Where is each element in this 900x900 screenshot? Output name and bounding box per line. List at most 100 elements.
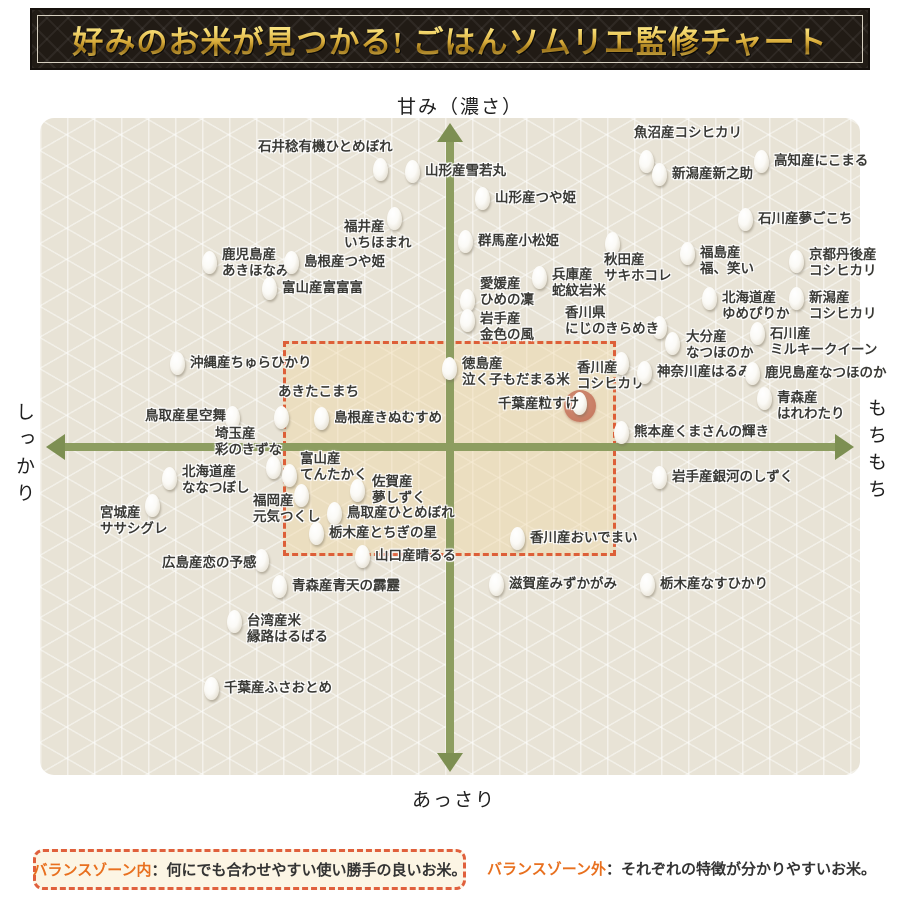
- rice-grain-icon: [652, 316, 667, 339]
- rice-label: 鳥取産星空舞: [145, 408, 226, 423]
- rice-label: あきたこまち: [278, 384, 359, 399]
- rice-grain-icon: [510, 527, 525, 550]
- rice-grain-icon: [750, 322, 765, 345]
- rice-grain-icon: [350, 479, 365, 502]
- rice-grain-icon: [170, 352, 185, 375]
- rice-label: 千葉産ふさおとめ: [224, 680, 332, 695]
- rice-label: 富山産富富富: [282, 280, 363, 295]
- page-title: 好みのお米が見つかる! ごはんソムリエ監修チャート: [72, 17, 827, 62]
- rice-grain-icon: [458, 230, 473, 253]
- rice-grain-icon: [702, 287, 717, 310]
- rice-grain-icon: [442, 357, 457, 380]
- rice-label: 福井産 いちほまれ: [344, 219, 412, 250]
- rice-grain-icon: [460, 289, 475, 312]
- rice-label: 岩手産銀河のしずく: [672, 469, 794, 484]
- rice-label: 青森産 はれわたり: [777, 390, 845, 421]
- rice-label: 徳島産 泣く子もだまる米: [462, 356, 570, 387]
- rice-grain-icon: [680, 242, 695, 265]
- rice-label: 広島産恋の予感: [162, 555, 257, 570]
- rice-label: 鹿児島産なつほのか: [765, 365, 887, 380]
- rice-label: 台湾産米 縁路はるばる: [247, 613, 328, 644]
- rice-grain-icon: [227, 610, 242, 633]
- rice-label: 魚沼産コシヒカリ: [634, 125, 742, 140]
- rice-grain-icon: [605, 232, 620, 255]
- rice-grain-icon: [572, 392, 587, 415]
- rice-label: 兵庫産 蛇紋岩米: [552, 267, 606, 298]
- rice-label: 石川産 ミルキークイーン: [770, 326, 878, 357]
- rice-grain-icon: [373, 158, 388, 181]
- axis-label-left: しっかり: [13, 402, 34, 510]
- rice-grain-icon: [614, 421, 629, 444]
- rice-grain-icon: [757, 387, 772, 410]
- rice-label: 福島産 福、笑い: [700, 245, 754, 276]
- horizontal-axis: [58, 443, 842, 451]
- rice-grain-icon: [745, 362, 760, 385]
- legend-balance-zone-outside: バランスゾーン外：それぞれの特徴が分かりやすいお米。: [487, 858, 876, 879]
- rice-grain-icon: [614, 352, 629, 375]
- legend-outside-label: バランスゾーン外: [487, 861, 606, 878]
- rice-label: 秋田産 サキホコレ: [604, 252, 672, 283]
- rice-grain-icon: [489, 573, 504, 596]
- rice-label: 島根産きぬむすめ: [334, 410, 442, 425]
- title-banner: 好みのお米が見つかる! ごはんソムリエ監修チャート: [30, 8, 870, 70]
- arrow-up-icon: [437, 123, 463, 142]
- rice-grain-icon: [789, 287, 804, 310]
- rice-grain-icon: [282, 464, 297, 487]
- rice-grain-icon: [738, 208, 753, 231]
- rice-grain-icon: [309, 522, 324, 545]
- rice-label: 栃木産とちぎの星: [329, 525, 437, 540]
- rice-grain-icon: [254, 549, 269, 572]
- legend-outside-text: ：それぞれの特徴が分かりやすいお米。: [605, 861, 876, 878]
- rice-grain-icon: [754, 150, 769, 173]
- rice-label: 神奈川産はるみ: [657, 364, 752, 379]
- rice-grain-icon: [652, 163, 667, 186]
- legend-inside-label: バランスゾーン内: [32, 862, 152, 879]
- rice-label: 滋賀産みずかがみ: [509, 576, 617, 591]
- rice-grain-icon: [460, 309, 475, 332]
- rice-grain-icon: [284, 251, 299, 274]
- rice-grain-icon: [225, 406, 240, 429]
- rice-label: 北海道産 ななつぼし: [182, 464, 250, 495]
- rice-label: 北海道産 ゆめぴりか: [722, 290, 790, 321]
- title-banner-frame: 好みのお米が見つかる! ごはんソムリエ監修チャート: [37, 15, 863, 63]
- rice-label: 新潟産新之助: [672, 166, 753, 181]
- rice-grain-icon: [294, 484, 309, 507]
- rice-grain-icon: [639, 150, 654, 173]
- rice-label: 富山産 てんたかく: [300, 451, 368, 482]
- rice-label: 高知産にこまる: [774, 153, 869, 168]
- rice-label: 福岡産 元気つくし: [253, 493, 321, 524]
- rice-label: 沖縄産ちゅらひかり: [190, 355, 312, 370]
- axis-label-bottom: あっさり: [412, 790, 497, 811]
- legend-balance-zone-inside: バランスゾーン内 ：何にでも合わせやすい使い勝手の良いお米。: [33, 849, 466, 890]
- arrow-right-icon: [835, 434, 854, 460]
- rice-grain-icon: [202, 251, 217, 274]
- rice-label: 岩手産 金色の風: [480, 311, 534, 342]
- rice-label: 埼玉産 彩のきずな: [215, 426, 283, 457]
- rice-label: 香川産 コシヒカリ: [577, 360, 645, 391]
- rice-label: 山形産雪若丸: [425, 163, 506, 178]
- rice-label: 石川産夢ごこち: [758, 211, 853, 226]
- arrow-down-icon: [437, 753, 463, 772]
- rice-label: 京都丹後産 コシヒカリ: [809, 247, 877, 278]
- rice-label: 鳥取産ひとめぼれ: [347, 505, 455, 520]
- rice-label: 山口産晴るる: [375, 548, 456, 563]
- rice-label: 宮城産 ササシグレ: [100, 505, 168, 536]
- rice-label: 栃木産なすひかり: [660, 576, 768, 591]
- rice-label: 香川県 にじのきらめき: [565, 305, 660, 336]
- rice-grain-icon: [405, 160, 420, 183]
- rice-label: 愛媛産 ひめの凜: [480, 276, 534, 307]
- arrow-left-icon: [46, 434, 65, 460]
- rice-grain-icon: [637, 361, 652, 384]
- axis-label-right: もちもち: [865, 398, 886, 506]
- rice-label: 群馬産小松姫: [478, 233, 559, 248]
- rice-grain-icon: [162, 467, 177, 490]
- rice-label: 青森産青天の霹靂: [292, 578, 400, 593]
- rice-grain-icon: [532, 266, 547, 289]
- rice-label: 新潟産 コシヒカリ: [809, 290, 877, 321]
- rice-grain-icon: [266, 456, 281, 479]
- rice-label: 島根産つや姫: [304, 254, 385, 269]
- rice-grain-icon: [475, 187, 490, 210]
- legend-inside-text: ：何にでも合わせやすい使い勝手の良いお米。: [151, 862, 467, 879]
